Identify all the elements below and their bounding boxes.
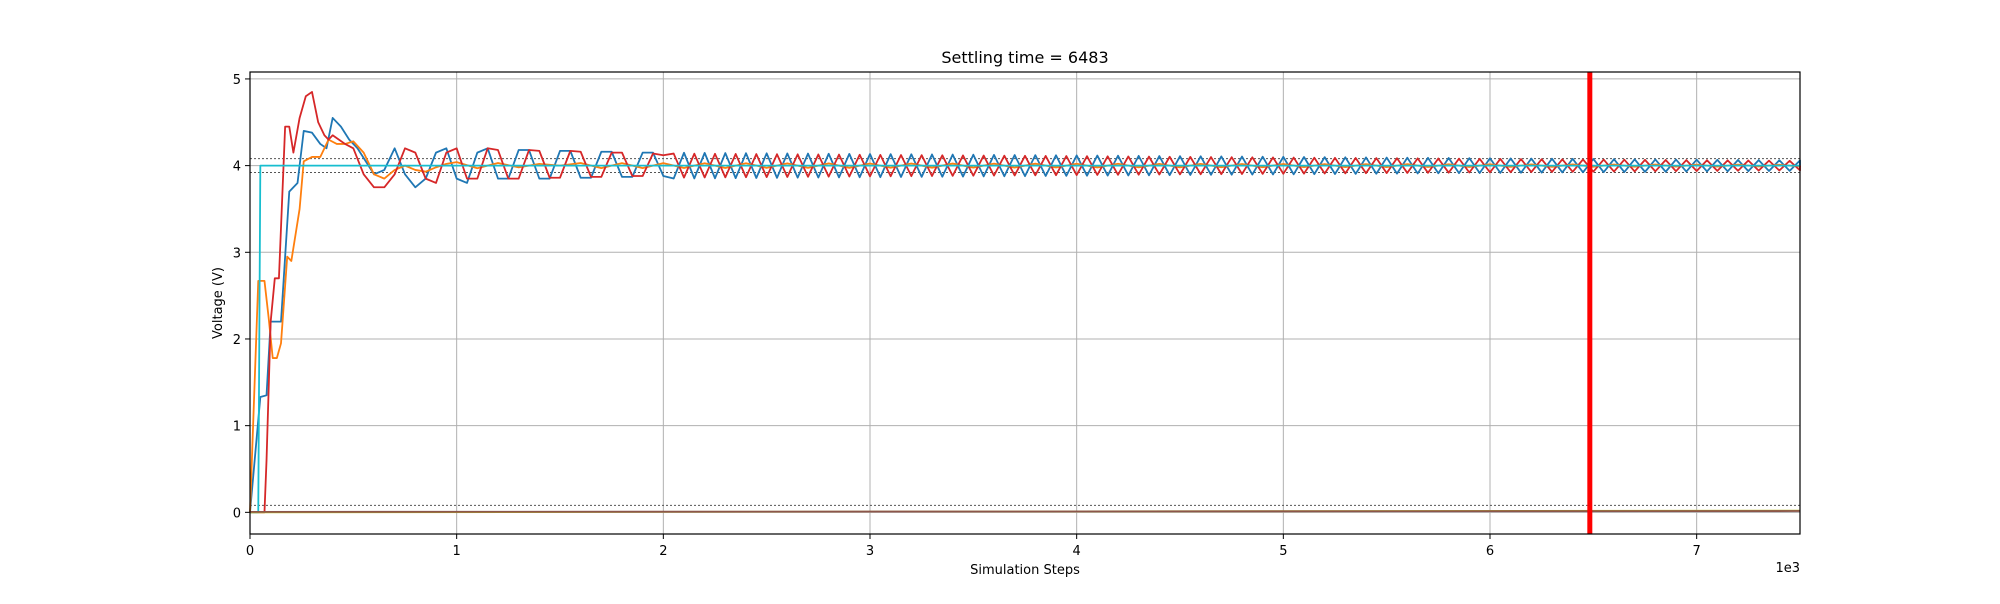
series-line-6 <box>249 510 1801 513</box>
y-tick-label: 5 <box>233 73 241 88</box>
x-tick-label: 6 <box>1486 544 1494 559</box>
x-tick-label: 4 <box>1073 544 1081 559</box>
y-tick-label: 0 <box>233 506 241 521</box>
ticks: 0 1 2 3 4 5 6 7 0 1 2 3 4 5 <box>233 73 1701 559</box>
y-tick-label: 2 <box>233 333 241 348</box>
y-tick-label: 3 <box>233 246 241 261</box>
x-axis-offset-label: 1e3 <box>1775 561 1800 576</box>
y-tick-label: 4 <box>233 160 241 175</box>
x-tick-label: 5 <box>1279 544 1287 559</box>
chart-title: Settling time = 6483 <box>941 48 1108 67</box>
y-tick-label: 1 <box>233 420 241 435</box>
x-axis-label: Simulation Steps <box>970 563 1080 578</box>
plot-frame <box>249 71 1801 535</box>
x-tick-label: 3 <box>866 544 874 559</box>
y-axis-label: Voltage (V) <box>211 267 226 339</box>
x-tick-label: 7 <box>1693 544 1701 559</box>
x-tick-label: 2 <box>659 544 667 559</box>
series-lines <box>249 91 1801 514</box>
x-tick-label: 1 <box>453 544 461 559</box>
x-tick-label: 0 <box>246 544 254 559</box>
